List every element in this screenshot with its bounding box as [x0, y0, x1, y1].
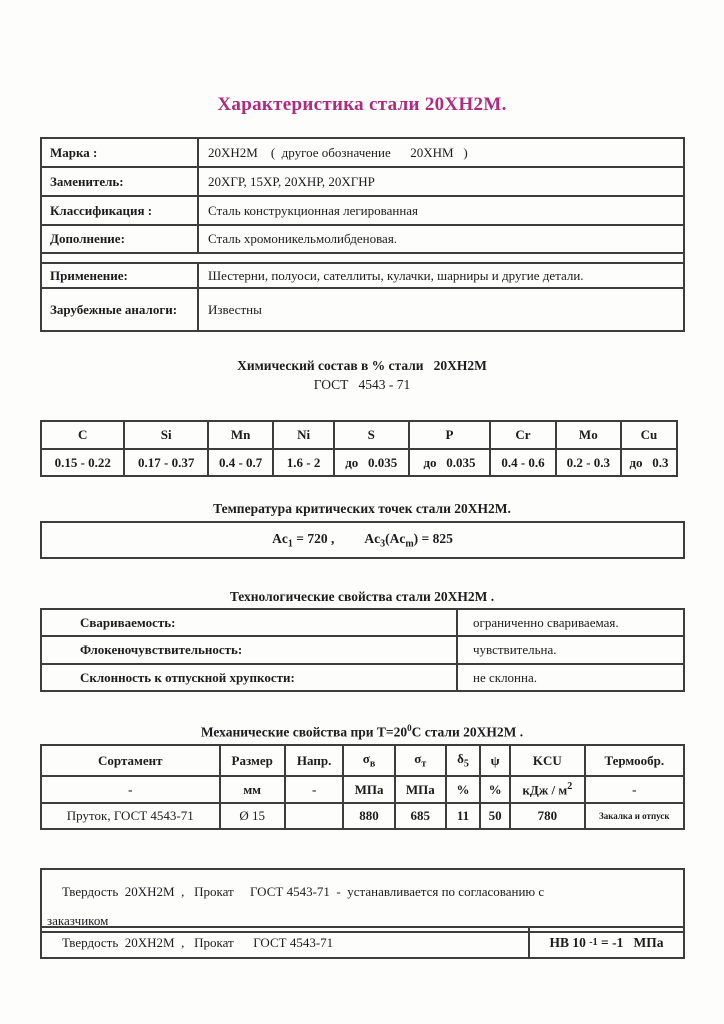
mech-unit: МПа	[342, 775, 396, 804]
mech-value	[283, 802, 345, 830]
row-label: Свариваемость:	[40, 608, 458, 637]
mech-unit: МПа	[393, 775, 447, 804]
mech-unit: -	[283, 775, 345, 804]
mech-value: Пруток, ГОСТ 4543-71	[40, 802, 221, 830]
mech-unit: %	[444, 775, 482, 804]
tech-section-heading: Технологические свойства стали 20ХН2М .	[229, 589, 495, 604]
mech-value: Закалка и отпуск	[583, 802, 686, 830]
table-row: Марка : 20ХН2М ( другое обозначение 20ХН…	[40, 137, 685, 168]
chem-header: Ni	[272, 420, 335, 450]
steel-info-table: Марка : 20ХН2М ( другое обозначение 20ХН…	[40, 137, 685, 332]
mech-section-heading: Механические свойства при Т=200С стали 2…	[200, 723, 524, 740]
mech-header: KCU	[509, 744, 586, 777]
tech-properties-table: Свариваемость: ограниченно свариваемая. …	[40, 608, 685, 692]
row-value: чувствительна.	[456, 635, 685, 665]
chem-header: P	[407, 420, 492, 450]
row-value: не склонна.	[456, 663, 685, 692]
ac1-formula: Ac1 = 720 ,	[272, 530, 335, 550]
table-row: Заменитель: 20ХГР, 15ХР, 20ХНР, 20ХГНР	[40, 166, 685, 197]
mech-value: 780	[509, 802, 586, 830]
mech-header: Напр.	[283, 744, 345, 777]
chem-value: 0.2 - 0.3	[554, 448, 622, 477]
chem-header: Cu	[619, 420, 679, 450]
row-value: Сталь хромоникельмолибденовая.	[197, 224, 685, 254]
chem-value: 0.17 - 0.37	[123, 448, 209, 477]
row-label: Применение:	[40, 262, 199, 289]
mech-unit-kdj: кДж / м2	[509, 775, 586, 804]
chem-value: 0.4 - 0.6	[489, 448, 557, 477]
mech-value: Ø 15	[218, 802, 286, 830]
hardness-value-label: Твердость 20ХН2М , Прокат ГОСТ 4543-71	[42, 928, 530, 957]
row-label: Марка :	[40, 137, 199, 168]
hardness-note-box: Твердость 20ХН2М , Прокат ГОСТ 4543-71 -…	[40, 868, 685, 933]
row-label: Дополнение:	[40, 224, 199, 254]
chem-section-heading: Химический состав в % стали 20ХН2М	[237, 358, 487, 373]
chem-header: C	[39, 420, 126, 450]
mech-value: 50	[479, 802, 512, 830]
mech-unit: -	[583, 775, 686, 804]
chem-value-row: 0.15 - 0.22 0.17 - 0.37 0.4 - 0.7 1.6 - …	[39, 448, 679, 477]
table-row: Зарубежные аналоги: Известны	[40, 287, 685, 332]
row-value: 20ХГР, 15ХР, 20ХНР, 20ХГНР	[197, 166, 685, 197]
chem-header: Cr	[489, 420, 557, 450]
chem-header: Mo	[554, 420, 622, 450]
row-value: Сталь конструкционная легированная	[197, 195, 685, 226]
row-label: Заменитель:	[40, 166, 199, 197]
hardness-value-box: Твердость 20ХН2М , Прокат ГОСТ 4543-71 Н…	[40, 926, 685, 959]
table-row: Свариваемость: ограниченно свариваемая.	[40, 608, 685, 637]
mech-header-delta5: δ5	[444, 744, 482, 777]
chem-header: Si	[123, 420, 209, 450]
ac3-formula: Ac3(Acm) = 825	[364, 530, 453, 550]
mech-value: 685	[393, 802, 447, 830]
chem-gost-line: ГОСТ 4543 - 71	[313, 377, 411, 392]
row-label: Зарубежные аналоги:	[40, 287, 199, 332]
chem-value: до 0.3	[619, 448, 679, 477]
mech-header: Термообр.	[583, 744, 686, 777]
row-label: Классификация :	[40, 195, 199, 226]
chem-value: 0.15 - 0.22	[39, 448, 126, 477]
table-row: Применение: Шестерни, полуоси, сателлиты…	[40, 262, 685, 289]
chem-value: 1.6 - 2	[272, 448, 335, 477]
row-value: 20ХН2М ( другое обозначение 20ХНМ )	[197, 137, 685, 168]
mech-value: 880	[342, 802, 396, 830]
row-value: Шестерни, полуоси, сателлиты, кулачки, ш…	[197, 262, 685, 289]
critical-points-box: Ac1 = 720 , Ac3(Acm) = 825	[40, 521, 685, 559]
row-label: Флокеночувствительность:	[40, 635, 458, 665]
chem-value: до 0.035	[332, 448, 410, 477]
table-row: Флокеночувствительность: чувствительна.	[40, 635, 685, 665]
mech-header-row: Сортамент Размер Напр. σв σт δ5 ψ KCU Те…	[40, 744, 686, 777]
mech-value: 11	[444, 802, 482, 830]
temp-section-heading: Температура критических точек стали 20ХН…	[213, 501, 511, 516]
spacer-row	[40, 252, 685, 264]
chem-header: Mn	[206, 420, 275, 450]
chem-composition-table: C Si Mn Ni S P Cr Mo Cu 0.15 - 0.22 0.17…	[39, 420, 679, 477]
row-value: Известны	[197, 287, 685, 332]
mech-unit: -	[40, 775, 221, 804]
mech-header-sigma-b: σв	[342, 744, 396, 777]
chem-header-row: C Si Mn Ni S P Cr Mo Cu	[39, 420, 679, 450]
chem-value: до 0.035	[407, 448, 492, 477]
mech-header-sigma-t: σт	[393, 744, 447, 777]
table-row: Дополнение: Сталь хромоникельмолибденова…	[40, 224, 685, 254]
table-row: Склонность к отпускной хрупкости: не скл…	[40, 663, 685, 692]
mech-header: Размер	[218, 744, 286, 777]
row-value: ограниченно свариваемая.	[456, 608, 685, 637]
hardness-note-line1: Твердость 20ХН2М , Прокат ГОСТ 4543-71 -…	[62, 884, 545, 899]
spacer-cell	[40, 252, 685, 264]
hardness-hb-value: НВ 10 -1 = -1 МПа	[549, 934, 664, 950]
mech-data-row: Пруток, ГОСТ 4543-71 Ø 15 880 685 11 50 …	[40, 802, 686, 830]
mech-unit: %	[479, 775, 512, 804]
mech-header: Сортамент	[40, 744, 221, 777]
mech-unit: мм	[218, 775, 286, 804]
hardness-note-line2: заказчиком	[47, 913, 109, 928]
mech-header-psi: ψ	[479, 744, 512, 777]
chem-value: 0.4 - 0.7	[206, 448, 275, 477]
chem-header: S	[332, 420, 410, 450]
page-title: Характеристика стали 20ХН2М.	[217, 94, 507, 115]
row-label: Склонность к отпускной хрупкости:	[40, 663, 458, 692]
mech-properties-table: Сортамент Размер Напр. σв σт δ5 ψ KCU Те…	[40, 744, 686, 830]
mech-units-row: - мм - МПа МПа % % кДж / м2 -	[40, 775, 686, 804]
table-row: Классификация : Сталь конструкционная ле…	[40, 195, 685, 226]
